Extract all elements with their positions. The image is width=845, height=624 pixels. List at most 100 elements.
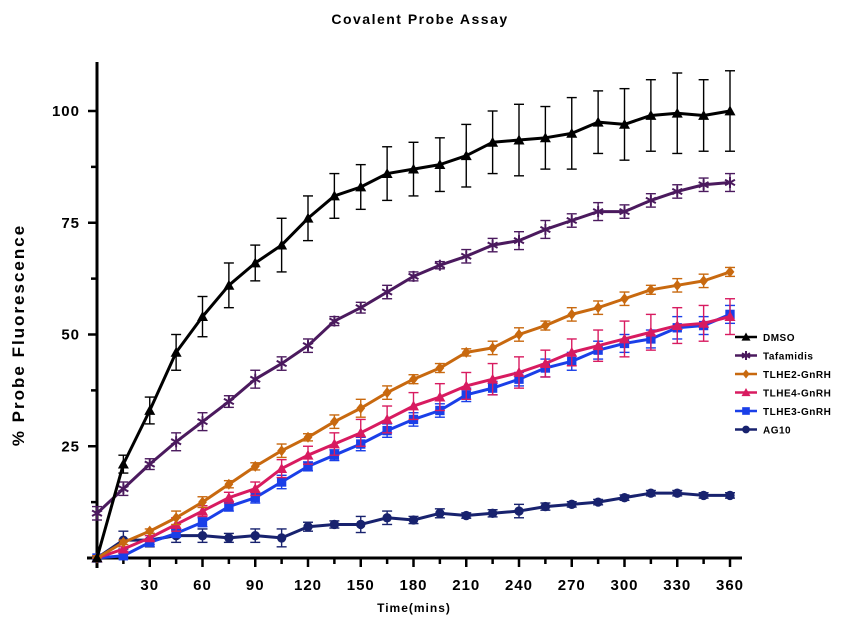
series-layer bbox=[91, 70, 736, 564]
data-point bbox=[328, 190, 340, 201]
data-point bbox=[223, 396, 235, 408]
data-point bbox=[698, 179, 710, 191]
data-point bbox=[250, 530, 260, 541]
data-point bbox=[197, 505, 208, 516]
data-point bbox=[249, 483, 261, 494]
data-point bbox=[460, 250, 472, 262]
y-tick-label: 50 bbox=[61, 327, 80, 344]
data-point bbox=[566, 346, 578, 357]
data-point bbox=[276, 463, 288, 473]
data-point bbox=[170, 346, 182, 357]
data-point bbox=[355, 181, 367, 192]
chart-title: Covalent Probe Assay bbox=[331, 11, 508, 27]
x-tick-label: 180 bbox=[399, 577, 427, 594]
data-point bbox=[381, 286, 393, 298]
series-line bbox=[95, 181, 731, 515]
data-point bbox=[276, 533, 287, 543]
x-tick-label: 60 bbox=[193, 577, 212, 594]
data-point bbox=[329, 519, 340, 530]
x-axis-label: Time(mins) bbox=[377, 601, 451, 615]
legend-item: TLHE2-GnRH bbox=[735, 369, 831, 381]
data-point bbox=[435, 362, 445, 374]
data-point bbox=[646, 284, 656, 296]
data-point bbox=[698, 109, 710, 120]
data-point bbox=[540, 320, 550, 332]
x-tick-label: 30 bbox=[140, 577, 159, 594]
series-tafamidis bbox=[91, 172, 736, 521]
data-point bbox=[328, 438, 340, 449]
data-point bbox=[224, 501, 234, 512]
data-point bbox=[224, 478, 234, 490]
data-point bbox=[724, 311, 736, 322]
x-tick-label: 330 bbox=[663, 577, 691, 594]
data-point bbox=[593, 302, 603, 314]
data-point bbox=[145, 537, 155, 548]
data-point bbox=[118, 536, 128, 548]
data-point bbox=[672, 279, 682, 291]
data-point bbox=[117, 458, 129, 469]
legend-marker bbox=[742, 425, 750, 434]
data-point bbox=[117, 543, 129, 554]
data-point bbox=[619, 206, 630, 218]
x-tick-label: 120 bbox=[294, 577, 322, 594]
data-point bbox=[434, 259, 446, 271]
data-point bbox=[698, 317, 710, 328]
data-point bbox=[144, 404, 156, 415]
data-point bbox=[302, 212, 314, 223]
series-tlhe2-gnrh bbox=[92, 266, 735, 564]
legend-marker bbox=[741, 351, 751, 360]
x-tick-label: 300 bbox=[610, 577, 638, 594]
data-point bbox=[356, 402, 366, 414]
y-tick-label: 75 bbox=[61, 215, 80, 232]
data-point bbox=[645, 326, 657, 337]
data-point bbox=[249, 257, 261, 268]
data-point bbox=[223, 492, 235, 503]
data-point bbox=[488, 342, 498, 354]
x-tick-label: 240 bbox=[505, 577, 533, 594]
data-point bbox=[409, 373, 418, 385]
data-point bbox=[276, 358, 288, 370]
data-point bbox=[223, 279, 235, 290]
data-point bbox=[198, 496, 207, 508]
legend-label: Tafamidis bbox=[763, 352, 813, 363]
data-point bbox=[408, 270, 419, 282]
data-point bbox=[592, 116, 604, 127]
x-tick-label: 90 bbox=[246, 577, 265, 594]
data-point bbox=[460, 380, 472, 391]
data-point bbox=[645, 194, 657, 206]
data-point bbox=[197, 416, 208, 428]
data-point bbox=[671, 185, 683, 197]
y-axis-label: % Probe Fluorescence bbox=[9, 224, 28, 446]
data-point bbox=[118, 551, 129, 561]
data-point bbox=[355, 302, 367, 314]
data-point bbox=[356, 519, 366, 530]
data-point bbox=[302, 449, 314, 460]
legend-label: TLHE4-GnRH bbox=[763, 389, 831, 400]
data-point bbox=[566, 215, 578, 227]
data-point bbox=[645, 109, 657, 120]
legend-marker bbox=[742, 407, 750, 415]
data-point bbox=[249, 373, 261, 385]
legend-marker bbox=[742, 369, 750, 379]
legend-item: TLHE4-GnRH bbox=[735, 388, 831, 400]
series-ag10 bbox=[92, 488, 735, 563]
legend-label: DMSO bbox=[763, 333, 795, 344]
data-point bbox=[250, 460, 260, 472]
data-point bbox=[567, 499, 577, 510]
data-point bbox=[329, 416, 339, 428]
data-point bbox=[487, 373, 499, 384]
x-tick-label: 210 bbox=[452, 577, 480, 594]
data-point bbox=[514, 506, 524, 516]
legend-item: TLHE3-GnRH bbox=[735, 407, 831, 418]
data-point bbox=[408, 163, 419, 174]
data-point bbox=[434, 159, 446, 170]
data-point bbox=[277, 445, 287, 457]
data-point bbox=[487, 239, 499, 251]
data-point bbox=[461, 346, 471, 358]
data-point bbox=[382, 513, 392, 523]
data-point bbox=[514, 329, 524, 340]
data-point bbox=[513, 235, 525, 247]
data-point bbox=[672, 488, 682, 498]
